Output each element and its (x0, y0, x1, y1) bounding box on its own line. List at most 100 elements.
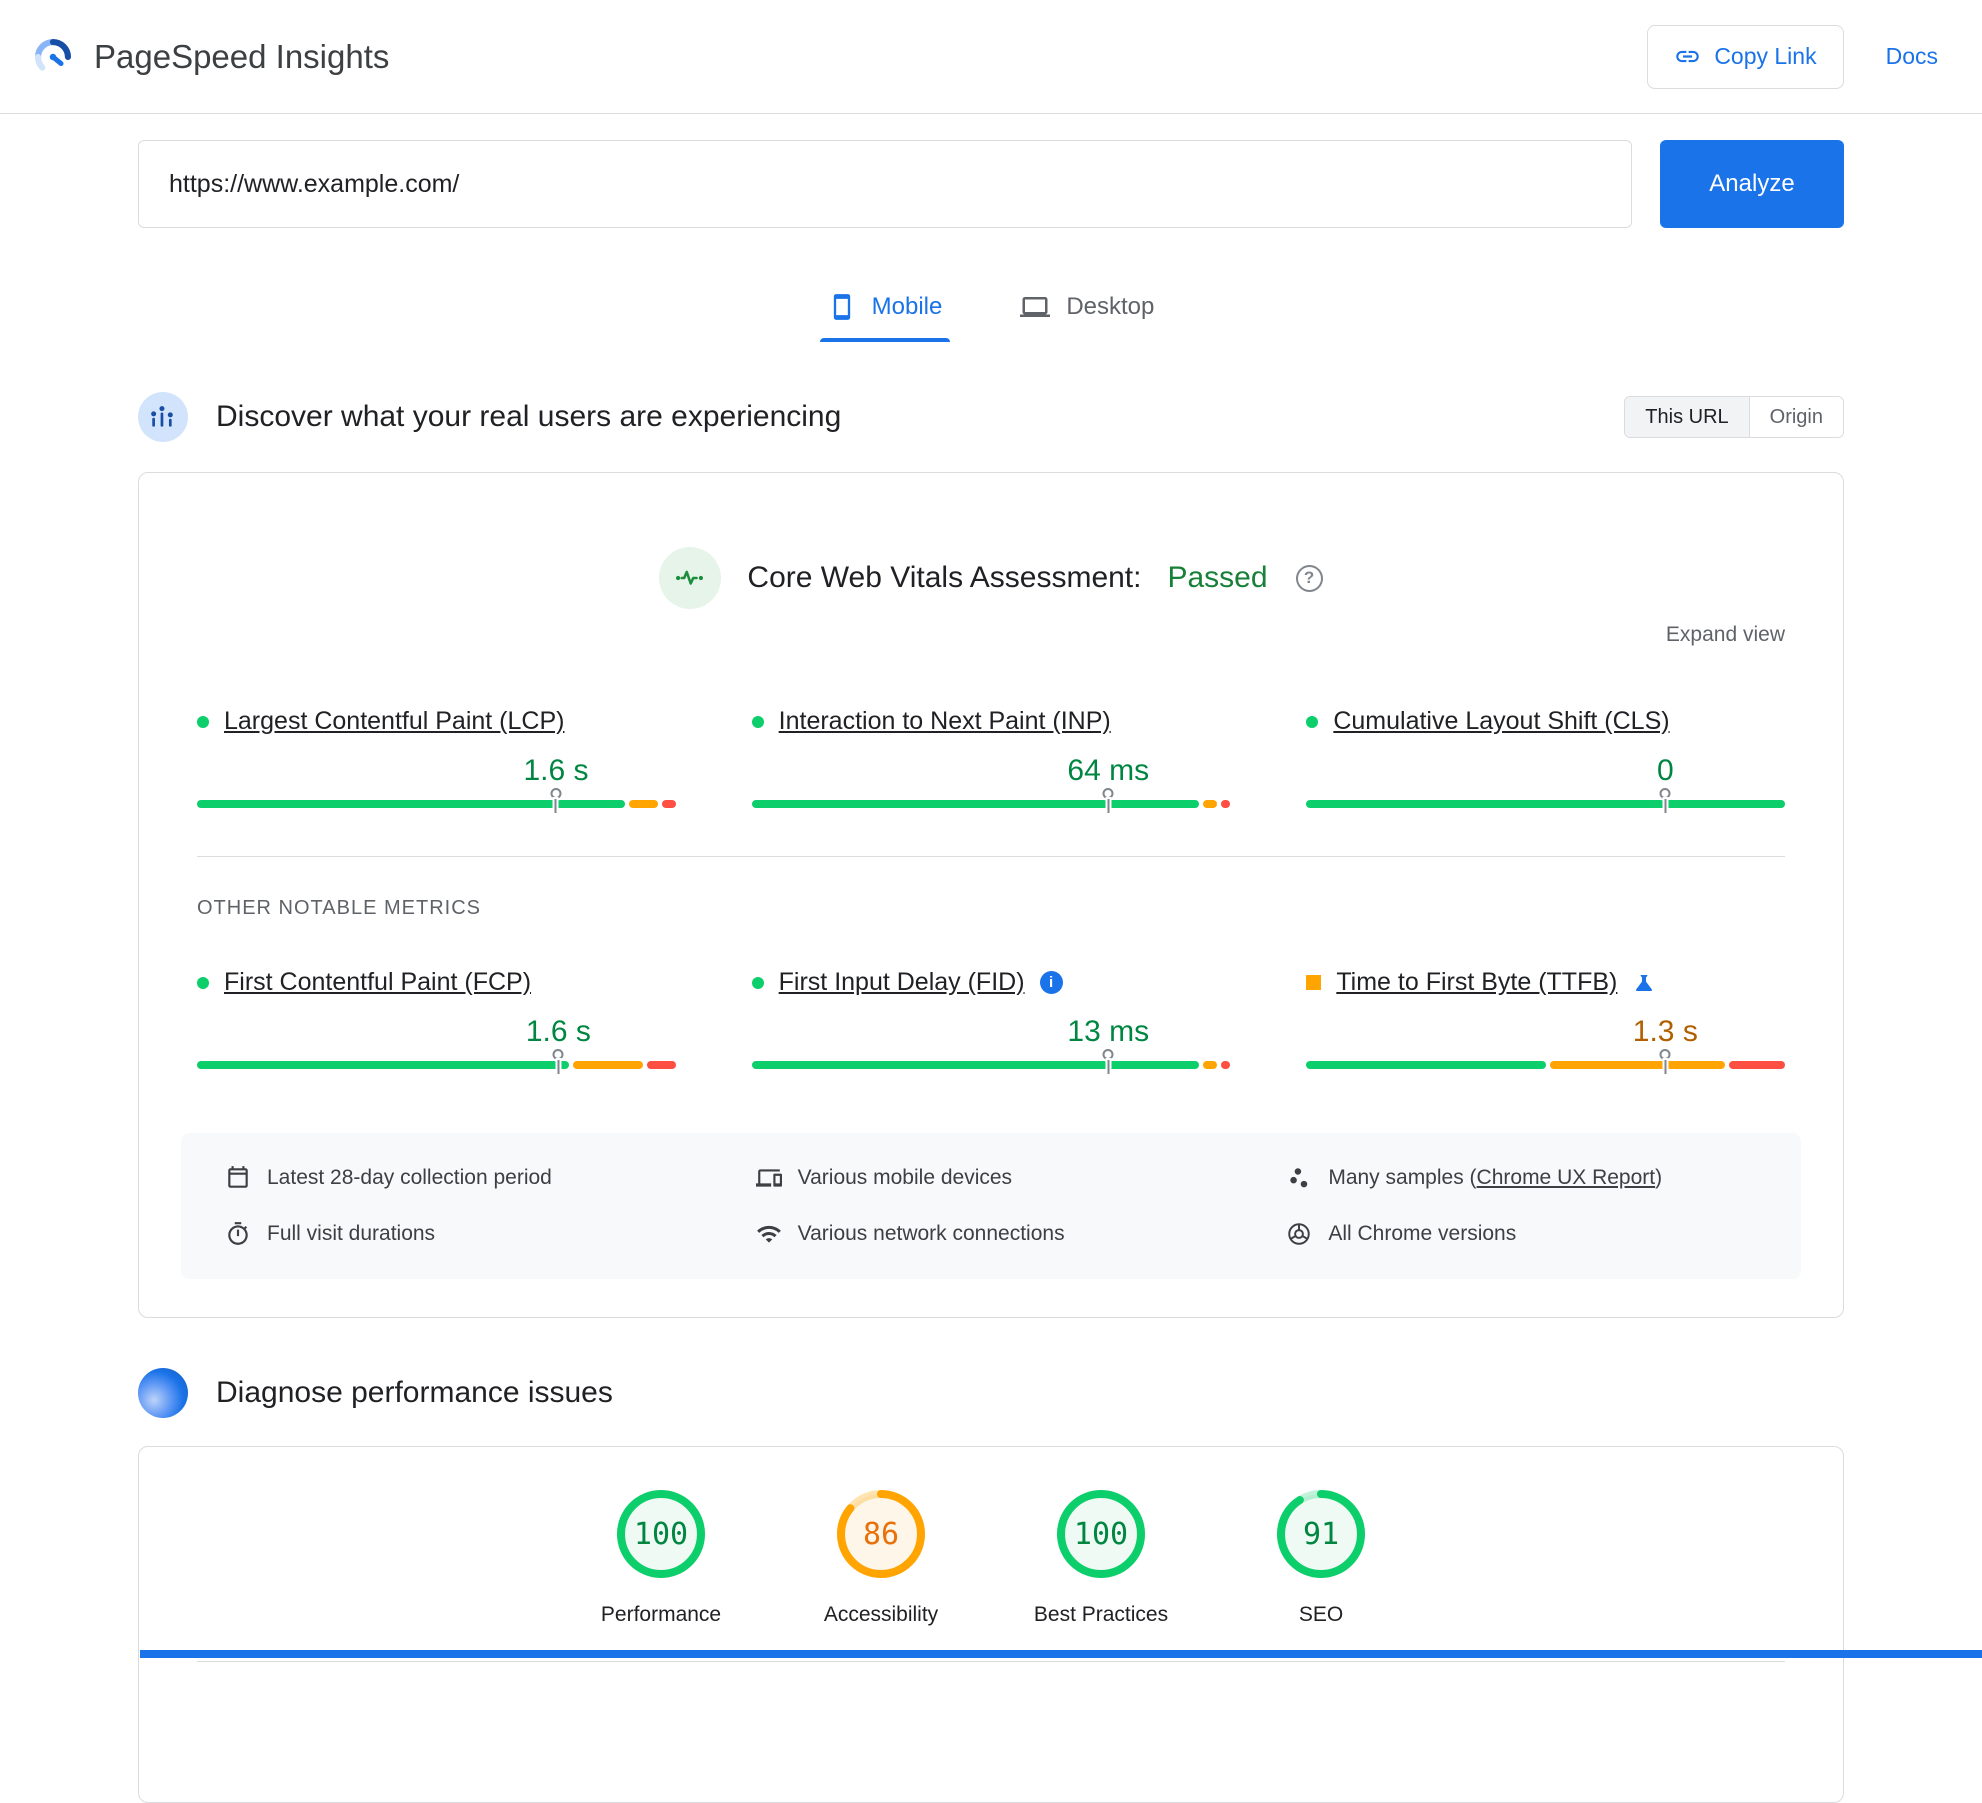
lab-section-title: Diagnose performance issues (216, 1376, 613, 1409)
metric-value: 13 ms (1067, 1015, 1150, 1048)
calendar-icon (225, 1165, 251, 1191)
footnote-text: Full visit durations (267, 1222, 436, 1245)
score-gauge-performance[interactable]: 100 Performance (579, 1487, 743, 1627)
bar-segment-poor (1220, 800, 1231, 808)
app-logo-link[interactable]: PageSpeed Insights (30, 34, 389, 80)
p75-marker (1659, 1049, 1671, 1074)
metric-value: 64 ms (1067, 754, 1150, 787)
score-value: 100 (1073, 1516, 1129, 1552)
tab-mobile[interactable]: Mobile (819, 284, 951, 342)
bar-segment-good (1306, 800, 1785, 808)
footnote-item: Latest 28-day collection period (225, 1165, 696, 1191)
footnote-text: Various mobile devices (797, 1166, 1013, 1189)
crux-report-link[interactable]: Chrome UX Report (1476, 1166, 1656, 1189)
cwv-assessment-label: Core Web Vitals Assessment: (747, 561, 1142, 594)
p75-marker (1102, 1049, 1114, 1074)
help-icon[interactable]: ? (1295, 564, 1323, 592)
metric: Cumulative Layout Shift (CLS) 0 (1306, 707, 1785, 813)
docs-link[interactable]: Docs (1885, 43, 1938, 69)
cwv-assessment-status: Passed (1167, 561, 1268, 594)
lab-section-head: Diagnose performance issues (138, 1368, 1844, 1418)
smartphone-icon (828, 293, 856, 321)
metric-link[interactable]: Interaction to Next Paint (INP) (778, 707, 1111, 735)
scope-origin[interactable]: Origin (1749, 397, 1843, 437)
bar-segment-average (572, 1061, 644, 1069)
score-label: Accessibility (823, 1603, 939, 1626)
bar-segment-good (751, 800, 1199, 808)
footnote-item: Various mobile devices (755, 1165, 1227, 1191)
score-label: Best Practices (1033, 1603, 1169, 1626)
pagespeed-logo-icon (30, 34, 76, 80)
app-title: PageSpeed Insights (94, 37, 390, 75)
url-entry-row: Analyze (138, 140, 1844, 228)
footnote-item: Various network connections (756, 1221, 1227, 1247)
bar-segment-poor (661, 800, 676, 808)
experimental-flask-icon[interactable] (1632, 971, 1656, 995)
cwv-assessment-row: Core Web Vitals Assessment: Passed ? (197, 547, 1785, 609)
metric-link[interactable]: Largest Contentful Paint (LCP) (224, 707, 565, 735)
metric-distribution-bar (197, 1049, 676, 1074)
score-label: Performance (600, 1603, 722, 1626)
lab-report-card: 100 Performance 86 Accessibility 100 Best Pra… (138, 1446, 1844, 1803)
metric-link[interactable]: Time to First Byte (TTFB) (1336, 968, 1618, 996)
tab-desktop[interactable]: Desktop (1012, 284, 1162, 342)
other-metrics-grid: First Contentful Paint (FCP) 1.6 s First I… (197, 968, 1785, 1074)
copy-link-label: Copy Link (1714, 43, 1817, 69)
diagnose-icon (138, 1368, 188, 1418)
analyze-button[interactable]: Analyze (1660, 140, 1844, 228)
bar-segment-poor (1220, 1061, 1231, 1069)
bar-segment-poor (647, 1061, 676, 1069)
other-metrics-title: OTHER NOTABLE METRICS (197, 897, 481, 919)
metric-link[interactable]: Cumulative Layout Shift (CLS) (1333, 707, 1670, 735)
samples-icon (1286, 1165, 1312, 1191)
field-section-title: Discover what your real users are experi… (216, 400, 842, 433)
bar-segment-poor (1728, 1061, 1785, 1069)
desktop-icon (1020, 292, 1051, 322)
metric-distribution-bar (1306, 1049, 1785, 1074)
device-tabs: Mobile Desktop (0, 284, 1982, 342)
metric-distribution-bar (197, 788, 676, 813)
field-section-head: Discover what your real users are experi… (138, 392, 1844, 442)
devices-icon (755, 1165, 782, 1191)
score-label: SEO (1298, 1603, 1344, 1626)
metric: Time to First Byte (TTFB) 1.3 s (1306, 968, 1785, 1074)
score-gauge-best-practices[interactable]: 100 Best Practices (1019, 1487, 1183, 1627)
field-data-icon (138, 392, 188, 442)
score-value: 100 (633, 1516, 689, 1552)
field-data-footnotes: Latest 28-day collection period Full visi… (181, 1133, 1801, 1279)
p75-marker (552, 1049, 564, 1074)
metric: First Input Delay (FID) i 13 ms (751, 968, 1231, 1074)
footnote-item: All Chrome versions (1286, 1221, 1757, 1247)
expand-view-link[interactable]: Expand view (1665, 623, 1785, 646)
p75-marker (1659, 788, 1671, 813)
bar-segment-good (197, 800, 626, 808)
footnote-text: Latest 28-day collection period (267, 1166, 552, 1189)
p75-marker (550, 788, 562, 813)
metric-link[interactable]: First Input Delay (FID) (778, 968, 1025, 996)
bar-segment-good (1306, 1061, 1547, 1069)
scope-this-url[interactable]: This URL (1625, 397, 1750, 437)
heartbeat-icon (659, 547, 722, 609)
metric-value: 0 (1656, 754, 1674, 787)
app-header: PageSpeed Insights Copy Link Docs (0, 0, 1982, 114)
bar-segment-good (751, 1061, 1199, 1069)
gauge-ring-svg (617, 1490, 705, 1578)
core-metrics-grid: Largest Contentful Paint (LCP) 1.6 s Inter… (197, 707, 1785, 813)
copy-link-button[interactable]: Copy Link (1647, 24, 1844, 89)
topbar-actions: Copy Link Docs (1647, 24, 1952, 89)
score-gauge-seo[interactable]: 91 SEO (1239, 1487, 1403, 1627)
score-gauge-accessibility[interactable]: 86 Accessibility (799, 1487, 963, 1627)
bar-segment-good (197, 1061, 569, 1069)
metric-good-dot (197, 715, 209, 728)
footnote-item: Full visit durations (225, 1221, 696, 1247)
metric-value: 1.6 s (525, 1015, 591, 1048)
gauge-ring-svg (1277, 1490, 1365, 1578)
footnote-text: Many samples ( (1328, 1166, 1477, 1189)
metric-link[interactable]: First Contentful Paint (FCP) (224, 968, 532, 996)
metric-good-dot (197, 976, 209, 989)
info-icon[interactable]: i (1039, 971, 1063, 994)
url-input[interactable] (138, 140, 1632, 228)
metric: Largest Contentful Paint (LCP) 1.6 s (197, 707, 676, 813)
metric-distribution-bar (1306, 788, 1785, 813)
metric: Interaction to Next Paint (INP) 64 ms (751, 707, 1231, 813)
